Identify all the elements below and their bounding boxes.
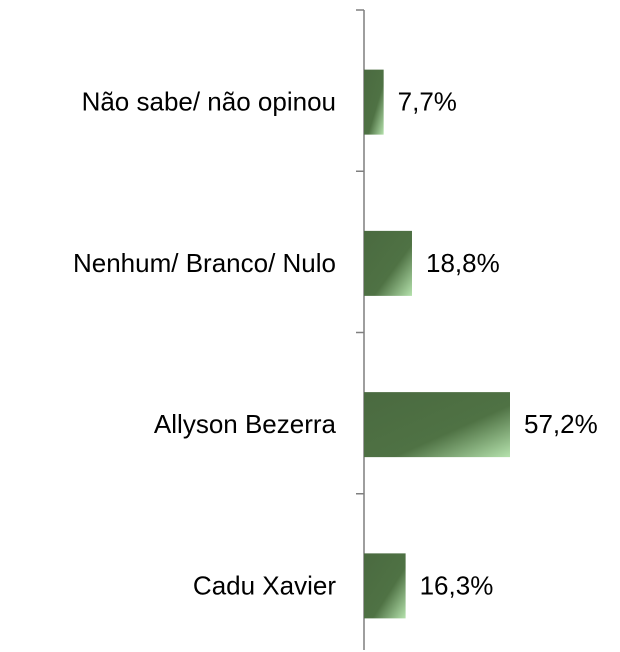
value-label: 57,2% [524, 409, 598, 439]
value-label: 7,7% [398, 87, 457, 117]
bar [364, 553, 406, 619]
bar [364, 230, 412, 296]
value-label: 16,3% [420, 570, 494, 600]
bar [364, 69, 384, 135]
category-label: Nenhum/ Branco/ Nulo [73, 248, 336, 278]
value-label: 18,8% [426, 248, 500, 278]
category-label: Cadu Xavier [193, 570, 336, 600]
category-label: Não sabe/ não opinou [82, 87, 336, 117]
category-label: Allyson Bezerra [154, 409, 337, 439]
bar [364, 392, 510, 458]
